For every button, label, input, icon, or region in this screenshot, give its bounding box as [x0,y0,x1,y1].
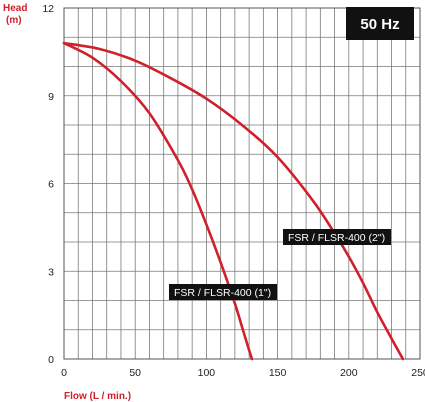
x-tick-label: 250 [411,367,425,379]
x-tick-label: 100 [198,367,216,379]
series-label-2in-text: FSR / FLSR-400 (2") [288,232,385,244]
x-axis-title: Flow (L / min.) [64,391,131,402]
y-tick-label: 12 [42,3,54,15]
y-tick-label: 9 [48,91,54,103]
series-line-2in [62,41,405,361]
y-axis-title-line1: Head [3,3,27,14]
plot-frame [63,7,421,360]
series-label-2in-bg [283,229,391,245]
series-line-1in [62,41,254,361]
series-label-1in-text: FSR / FLSR-400 (1") [174,287,271,299]
y-tick-label: 6 [48,179,54,191]
series-label-1in-bg [169,284,277,300]
series-label-2in: FSR / FLSR-400 (2") [283,229,391,245]
grid-layer [63,7,421,360]
frequency-badge-text: 50 Hz [360,16,399,33]
series-label-1in: FSR / FLSR-400 (1") [169,284,277,300]
x-tick-label: 150 [269,367,287,379]
x-tick-label: 0 [61,367,67,379]
y-tick-label: 0 [48,354,54,366]
x-tick-label: 200 [340,367,358,379]
x-tick-label: 50 [129,367,141,379]
frequency-badge: 50 Hz [346,7,414,40]
frequency-badge-bg [346,7,414,40]
curve-layer [62,41,405,361]
y-axis-title-line2: (m) [6,15,22,26]
y-tick-label: 3 [48,266,54,278]
tick-layer: 0 50 100 150 200 250 0 3 6 9 12 [42,3,425,379]
